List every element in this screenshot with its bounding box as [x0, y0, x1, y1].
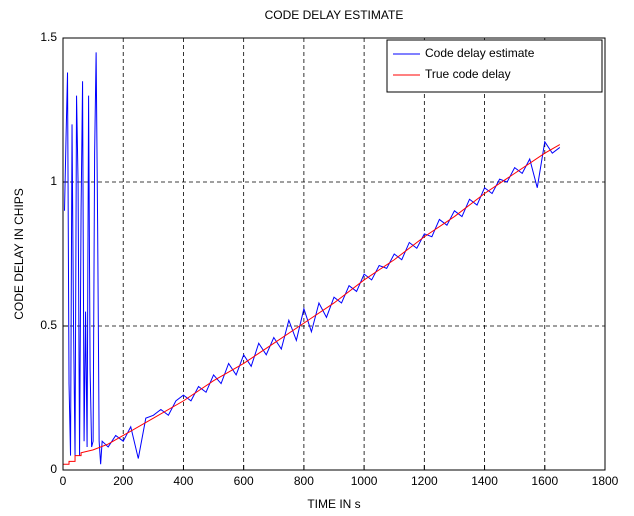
- legend-label: Code delay estimate: [425, 46, 535, 60]
- x-tick-label: 1200: [411, 474, 438, 488]
- x-tick-label: 600: [234, 474, 254, 488]
- chart-title: CODE DELAY ESTIMATE: [265, 8, 404, 22]
- x-tick-label: 1400: [471, 474, 498, 488]
- axes-box: [62, 37, 606, 471]
- y-tick-label: 1: [50, 174, 57, 188]
- x-axis-label: TIME IN s: [307, 497, 360, 511]
- series-line: [64, 52, 561, 465]
- x-tick-label: 800: [294, 474, 314, 488]
- x-tick-label: 200: [113, 474, 133, 488]
- x-tick-label: 400: [173, 474, 193, 488]
- series-line: [63, 144, 561, 465]
- x-tick-label: 1800: [592, 474, 619, 488]
- x-tick-label: 1000: [351, 474, 378, 488]
- x-tick-label: 1600: [531, 474, 558, 488]
- x-tick-label: 0: [60, 474, 67, 488]
- legend-label: True code delay: [425, 67, 511, 81]
- y-tick-label: 0: [50, 462, 57, 476]
- y-tick-label: 0.5: [40, 318, 57, 332]
- plot-area: [63, 38, 605, 470]
- y-axis-label: CODE DELAY IN CHIPS: [12, 188, 26, 320]
- y-tick-label: 1.5: [40, 30, 57, 44]
- legend-box: [386, 39, 603, 93]
